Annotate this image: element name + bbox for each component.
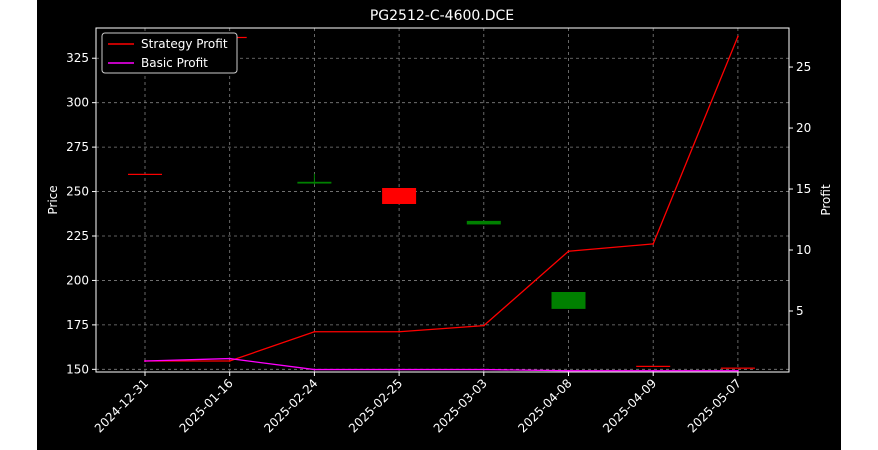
price-tick-label: 250: [66, 185, 89, 199]
point-basic-profit: [567, 369, 570, 372]
point-basic-profit: [482, 368, 485, 371]
point-strategy-profit: [567, 250, 570, 253]
candle-body: [466, 220, 501, 225]
point-strategy-profit: [737, 35, 739, 38]
profit-axis-label: Profit: [819, 184, 833, 216]
price-axis-label: Price: [46, 185, 60, 214]
point-basic-profit: [737, 369, 739, 372]
price-tick-label: 275: [66, 140, 89, 154]
point-strategy-profit: [228, 360, 231, 362]
point-basic-profit: [652, 369, 655, 372]
profit-tick-label: 5: [796, 304, 804, 318]
price-tick-label: 200: [66, 273, 89, 287]
line-basic-profit: [144, 357, 738, 372]
candle-body: [720, 367, 755, 369]
line-strategy-profit: [145, 36, 739, 362]
candle-body: [128, 173, 162, 175]
profit-lines-group: [144, 35, 739, 372]
point-strategy-profit: [652, 243, 655, 245]
profit-tick-label: 25: [796, 60, 811, 74]
point-basic-profit: [398, 368, 400, 371]
price-tick-label: 325: [66, 51, 89, 65]
price-tick-label: 150: [66, 362, 89, 376]
point-strategy-profit: [313, 330, 316, 333]
legend-box: [101, 32, 238, 74]
plot-frame: [95, 27, 790, 373]
profit-tick-label: 20: [796, 121, 811, 135]
point-strategy-profit: [398, 330, 400, 333]
point-basic-profit: [228, 357, 231, 360]
point-basic-profit: [313, 368, 316, 371]
price-tick-label: 225: [66, 229, 89, 243]
profit-tick-label: 10: [796, 243, 811, 257]
point-basic-profit: [144, 360, 146, 362]
profit-tick-label: 15: [796, 182, 811, 196]
price-tick-label: 300: [66, 96, 89, 110]
grid-lines: [96, 28, 789, 372]
candle-body: [636, 365, 671, 367]
candles-group: [128, 36, 755, 369]
candle-body: [382, 188, 417, 204]
point-strategy-profit: [482, 324, 485, 327]
candle-body: [297, 181, 332, 184]
legend: Strategy Profit Basic Profit: [101, 32, 238, 74]
price-tick-label: 175: [66, 318, 89, 332]
figure-background: [37, 0, 841, 450]
legend-label-basic-profit: Basic Profit: [141, 56, 208, 70]
candle-body: [551, 292, 586, 309]
chart-title: PG2512-C-4600.DCE: [370, 8, 514, 24]
legend-label-strategy-profit: Strategy Profit: [141, 37, 228, 51]
